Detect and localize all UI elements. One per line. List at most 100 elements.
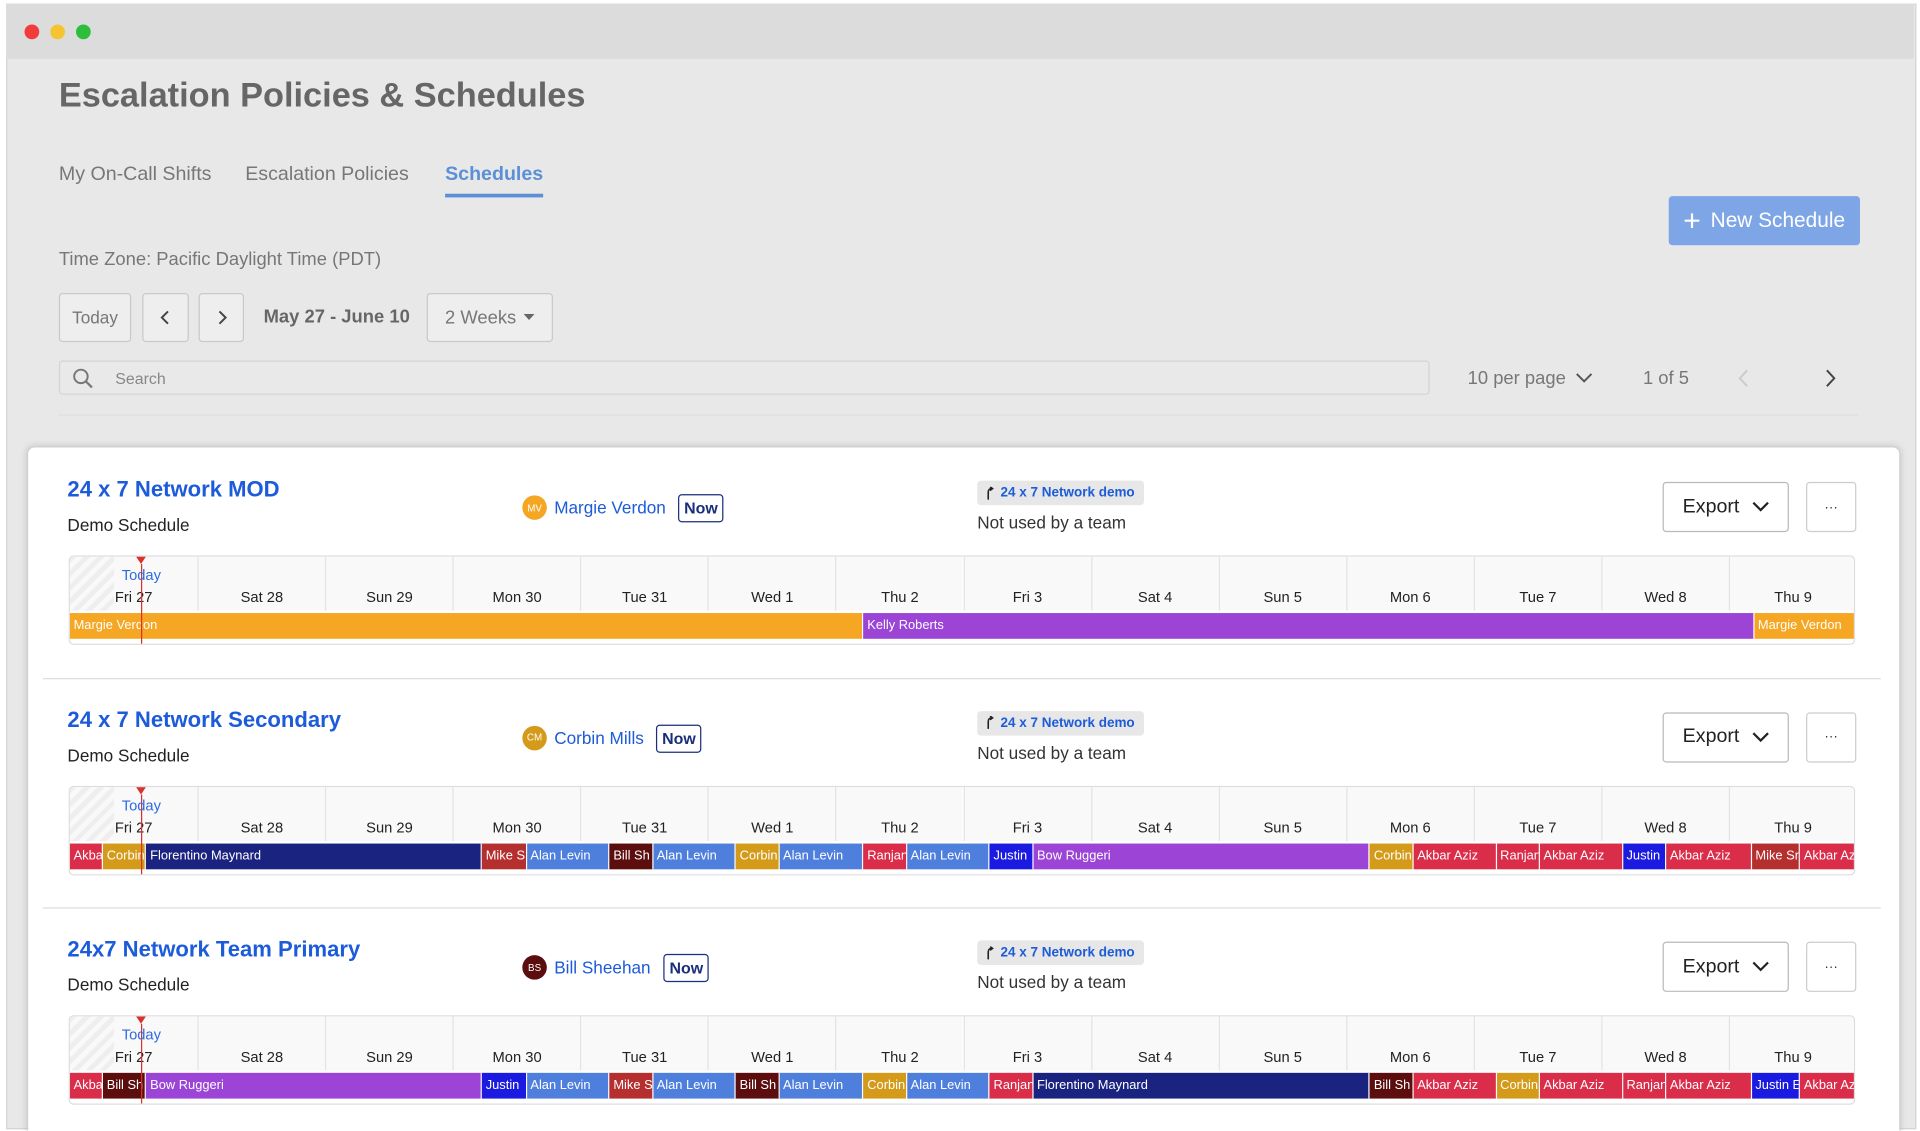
schedule-name[interactable]: 24 x 7 Network MOD [67,476,280,502]
shift[interactable]: Bill Sh [103,1072,147,1099]
policy-chip[interactable]: 24 x 7 Network demo [977,710,1145,736]
shift[interactable]: Akbar Aziz [1539,1072,1623,1099]
oncall-name[interactable]: Bill Sheehan [554,957,651,978]
now-line [141,793,143,874]
chevron-down [1752,961,1769,972]
export-button[interactable]: Export [1662,711,1789,763]
tab[interactable]: Schedules [445,164,544,198]
shift[interactable]: Corbin [1496,1072,1540,1099]
shift[interactable]: Alan Levin [653,842,736,869]
shift[interactable]: Alan Levin [779,842,864,869]
prev-page[interactable] [1737,369,1749,387]
shift[interactable]: Justin E [1751,1072,1801,1099]
oncall-name[interactable]: Margie Verdon [554,497,666,518]
more-button[interactable]: ··· [1806,711,1857,763]
chevron-down [1576,373,1593,383]
shift[interactable]: Ranjan [989,1072,1034,1099]
new-schedule-button[interactable]: New Schedule [1668,196,1860,246]
shift[interactable]: Akba [69,842,104,869]
now-marker [136,556,147,565]
shift[interactable]: Alan Levin [526,1072,610,1099]
shift[interactable]: Akbar Aziz [1539,842,1623,869]
shift[interactable]: Mike S [482,842,527,869]
more-button[interactable]: ··· [1806,481,1857,533]
shift[interactable]: Akba [69,1072,104,1099]
shift[interactable]: Alan Levin [906,842,990,869]
policy-chip[interactable]: 24 x 7 Network demo [977,940,1145,965]
period-dropdown[interactable]: 2 Weeks [426,293,553,343]
close-button[interactable] [24,24,40,40]
policy-name: 24 x 7 Network demo [1000,485,1135,501]
shift[interactable]: Bill Sh [735,1072,780,1099]
shift[interactable]: Mike Sr [1751,842,1801,869]
schedule-name[interactable]: 24 x 7 Network Secondary [67,706,341,732]
day-column: Fri 3 [963,556,1091,611]
day-label: Sun 5 [1263,1048,1302,1066]
shift[interactable]: Bill Sh [1370,1072,1414,1099]
export-button[interactable]: Export [1662,941,1789,992]
shift[interactable]: Akbar Az [1800,1072,1854,1099]
shift[interactable]: Justin [989,842,1034,869]
day-column: Sat 4 [1090,786,1219,841]
more-button[interactable]: ··· [1806,941,1857,992]
timezone: Time Zone: Pacific Daylight Time (PDT) [58,248,382,270]
day-column: Mon 6 [1345,556,1474,611]
today-label: Today [121,1026,161,1044]
day-column: Sat 28 [197,556,326,611]
per-page-dropdown[interactable]: 10 per page [1468,368,1593,389]
shift[interactable]: Corbin [863,1072,907,1099]
tab[interactable]: Escalation Policies [245,164,409,186]
shift[interactable]: Ranjan [863,842,907,869]
day-label: Fri 27 [114,818,153,836]
shift[interactable]: Corbin [1370,842,1414,869]
shift[interactable]: Margie Verdon [69,613,864,639]
shift[interactable]: Alan Levin [779,1072,864,1099]
shift[interactable]: Ranjan [1622,1072,1667,1099]
day-column: Tue 7 [1473,556,1602,611]
today-button[interactable]: Today [58,293,132,343]
shift[interactable]: Alan Levin [526,842,610,869]
day-column: Wed 8 [1601,556,1729,611]
divider [42,677,1881,679]
shift[interactable]: Bill Sh [609,842,654,869]
shift[interactable]: Alan Levin [653,1072,736,1099]
shift[interactable]: Margie Verdon [1754,613,1854,639]
next-page[interactable] [1824,369,1836,387]
shift[interactable]: Akbar Aziz [1413,842,1497,869]
search-box[interactable]: Search [58,360,1430,395]
minimize-button[interactable] [50,24,65,40]
shift[interactable]: Bow Ruggeri [146,1072,483,1099]
next-button[interactable] [198,293,244,343]
day-label: Fri 3 [1012,588,1043,606]
shift[interactable]: Florentino Maynard [146,842,483,869]
day-label: Fri 3 [1012,818,1043,836]
shift[interactable]: Florentino Maynard [1033,1072,1371,1099]
shift[interactable]: Kelly Roberts [863,613,1755,639]
day-column: Wed 8 [1601,786,1729,841]
shift[interactable]: Akbar Aziz [1666,1072,1752,1099]
shift[interactable]: Justin [1622,842,1667,869]
shift[interactable]: Ranjan [1496,842,1540,869]
export-button[interactable]: Export [1662,481,1789,533]
shift[interactable]: Corbin [103,842,147,869]
day-label: Wed 8 [1644,818,1687,836]
shift[interactable]: Corbin [735,842,780,869]
day-label: Wed 1 [751,818,794,836]
day-column: Thu 9 [1728,556,1854,611]
day-label: Fri 27 [114,588,153,606]
schedule-name[interactable]: 24x7 Network Team Primary [67,936,361,962]
shift[interactable]: Akbar Aziz [1666,842,1752,869]
shift[interactable]: Mike S [609,1072,654,1099]
oncall-name[interactable]: Corbin Mills [554,727,644,748]
tab[interactable]: My On-Call Shifts [58,164,212,186]
shift[interactable]: Akbar Az [1800,842,1854,869]
day-label: Sun 29 [366,588,413,606]
shift[interactable]: Akbar Aziz [1413,1072,1497,1099]
shift[interactable]: Justin [482,1072,527,1099]
prev-button[interactable] [142,293,189,343]
shift[interactable]: Alan Levin [906,1072,990,1099]
avatar: BS [522,955,547,980]
maximize-button[interactable] [76,24,91,40]
policy-chip[interactable]: 24 x 7 Network demo [977,480,1145,506]
shift[interactable]: Bow Ruggeri [1033,842,1371,869]
